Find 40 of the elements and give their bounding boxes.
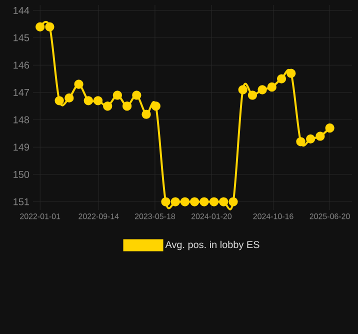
point <box>296 137 306 146</box>
point <box>54 96 64 106</box>
point <box>170 197 180 206</box>
point <box>267 82 276 92</box>
point <box>103 102 112 111</box>
point <box>248 90 258 100</box>
point <box>258 85 267 94</box>
y-tick-label: 150 <box>14 170 30 178</box>
point <box>228 197 238 206</box>
point <box>200 197 209 206</box>
legend-label: Avg. pos. in lobby ES <box>165 240 260 250</box>
point <box>74 80 84 89</box>
point <box>36 22 45 32</box>
y-tick-label: 149 <box>14 144 30 151</box>
point <box>64 93 74 103</box>
point <box>276 74 286 84</box>
point <box>209 197 219 206</box>
point <box>142 110 151 119</box>
point <box>325 123 334 133</box>
point <box>238 85 248 94</box>
point <box>306 134 316 144</box>
point <box>316 132 325 141</box>
point <box>93 96 103 106</box>
point <box>122 102 132 111</box>
point <box>112 90 122 100</box>
point <box>84 96 93 106</box>
y-tick-label: 147 <box>14 89 29 96</box>
point <box>190 197 200 206</box>
point <box>180 197 190 206</box>
y-tick-label: 151 <box>14 198 29 206</box>
y-tick-label: 145 <box>14 34 30 42</box>
point <box>161 197 170 206</box>
point <box>132 90 142 100</box>
y-tick-label: 146 <box>14 62 30 69</box>
point <box>45 22 54 32</box>
y-tick-label: 148 <box>14 116 30 124</box>
point <box>286 68 296 78</box>
point <box>151 102 160 111</box>
y-tick-label: 144 <box>14 7 30 14</box>
point <box>219 197 228 206</box>
